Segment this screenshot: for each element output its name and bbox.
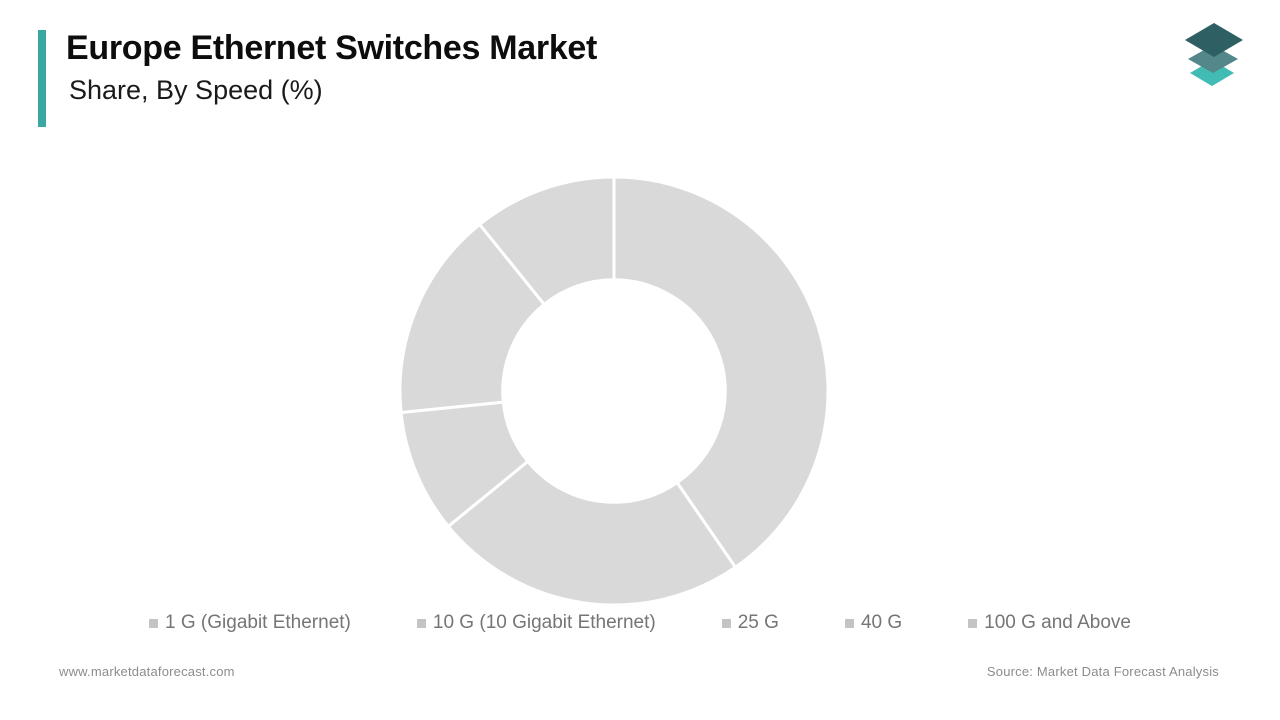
legend-swatch-icon <box>416 618 426 628</box>
legend-swatch-icon <box>721 618 731 628</box>
title-accent-bar <box>38 30 46 127</box>
page-subtitle: Share, By Speed (%) <box>69 74 323 105</box>
header: Europe Ethernet Switches Market Share, B… <box>66 26 597 106</box>
logo-layer-top-icon <box>1185 23 1243 57</box>
source-note: Source: Market Data Forecast Analysis <box>986 664 1219 679</box>
legend-label: 40 G <box>860 612 903 633</box>
legend-label: 25 G <box>737 612 779 633</box>
donut-slice-1 <box>612 175 830 570</box>
donut-chart-svg <box>398 175 830 607</box>
legend-swatch-icon <box>968 618 978 628</box>
donut-slice-4 <box>398 222 547 415</box>
legend-swatch-icon <box>844 618 854 628</box>
page-title: Europe Ethernet Switches Market <box>66 29 598 67</box>
legend-item-10g: 10 G (10 Gigabit Ethernet) <box>416 612 656 634</box>
legend-item-25g: 25 G <box>721 612 779 634</box>
legend-item-40g: 40 G <box>844 612 903 634</box>
legend: 1 G (Gigabit Ethernet) 10 G (10 Gigabit … <box>0 610 1280 636</box>
donut-slice-2 <box>446 459 738 607</box>
legend-item-100g-and-above: 100 G and Above <box>968 612 1131 634</box>
brand-logo <box>1184 22 1244 92</box>
donut-chart <box>398 175 830 607</box>
legend-label: 100 G and Above <box>984 612 1131 633</box>
legend-swatch-icon <box>149 618 159 628</box>
website-url: www.marketdataforecast.com <box>59 664 235 679</box>
logo-layer-middle-icon <box>1188 45 1238 73</box>
logo-diamonds-icon <box>1185 23 1243 86</box>
legend-label: 10 G (10 Gigabit Ethernet) <box>432 612 656 633</box>
donut-slice-5 <box>477 175 616 307</box>
legend-label: 1 G (Gigabit Ethernet) <box>165 612 351 633</box>
legend-item-1g: 1 G (Gigabit Ethernet) <box>149 612 351 634</box>
